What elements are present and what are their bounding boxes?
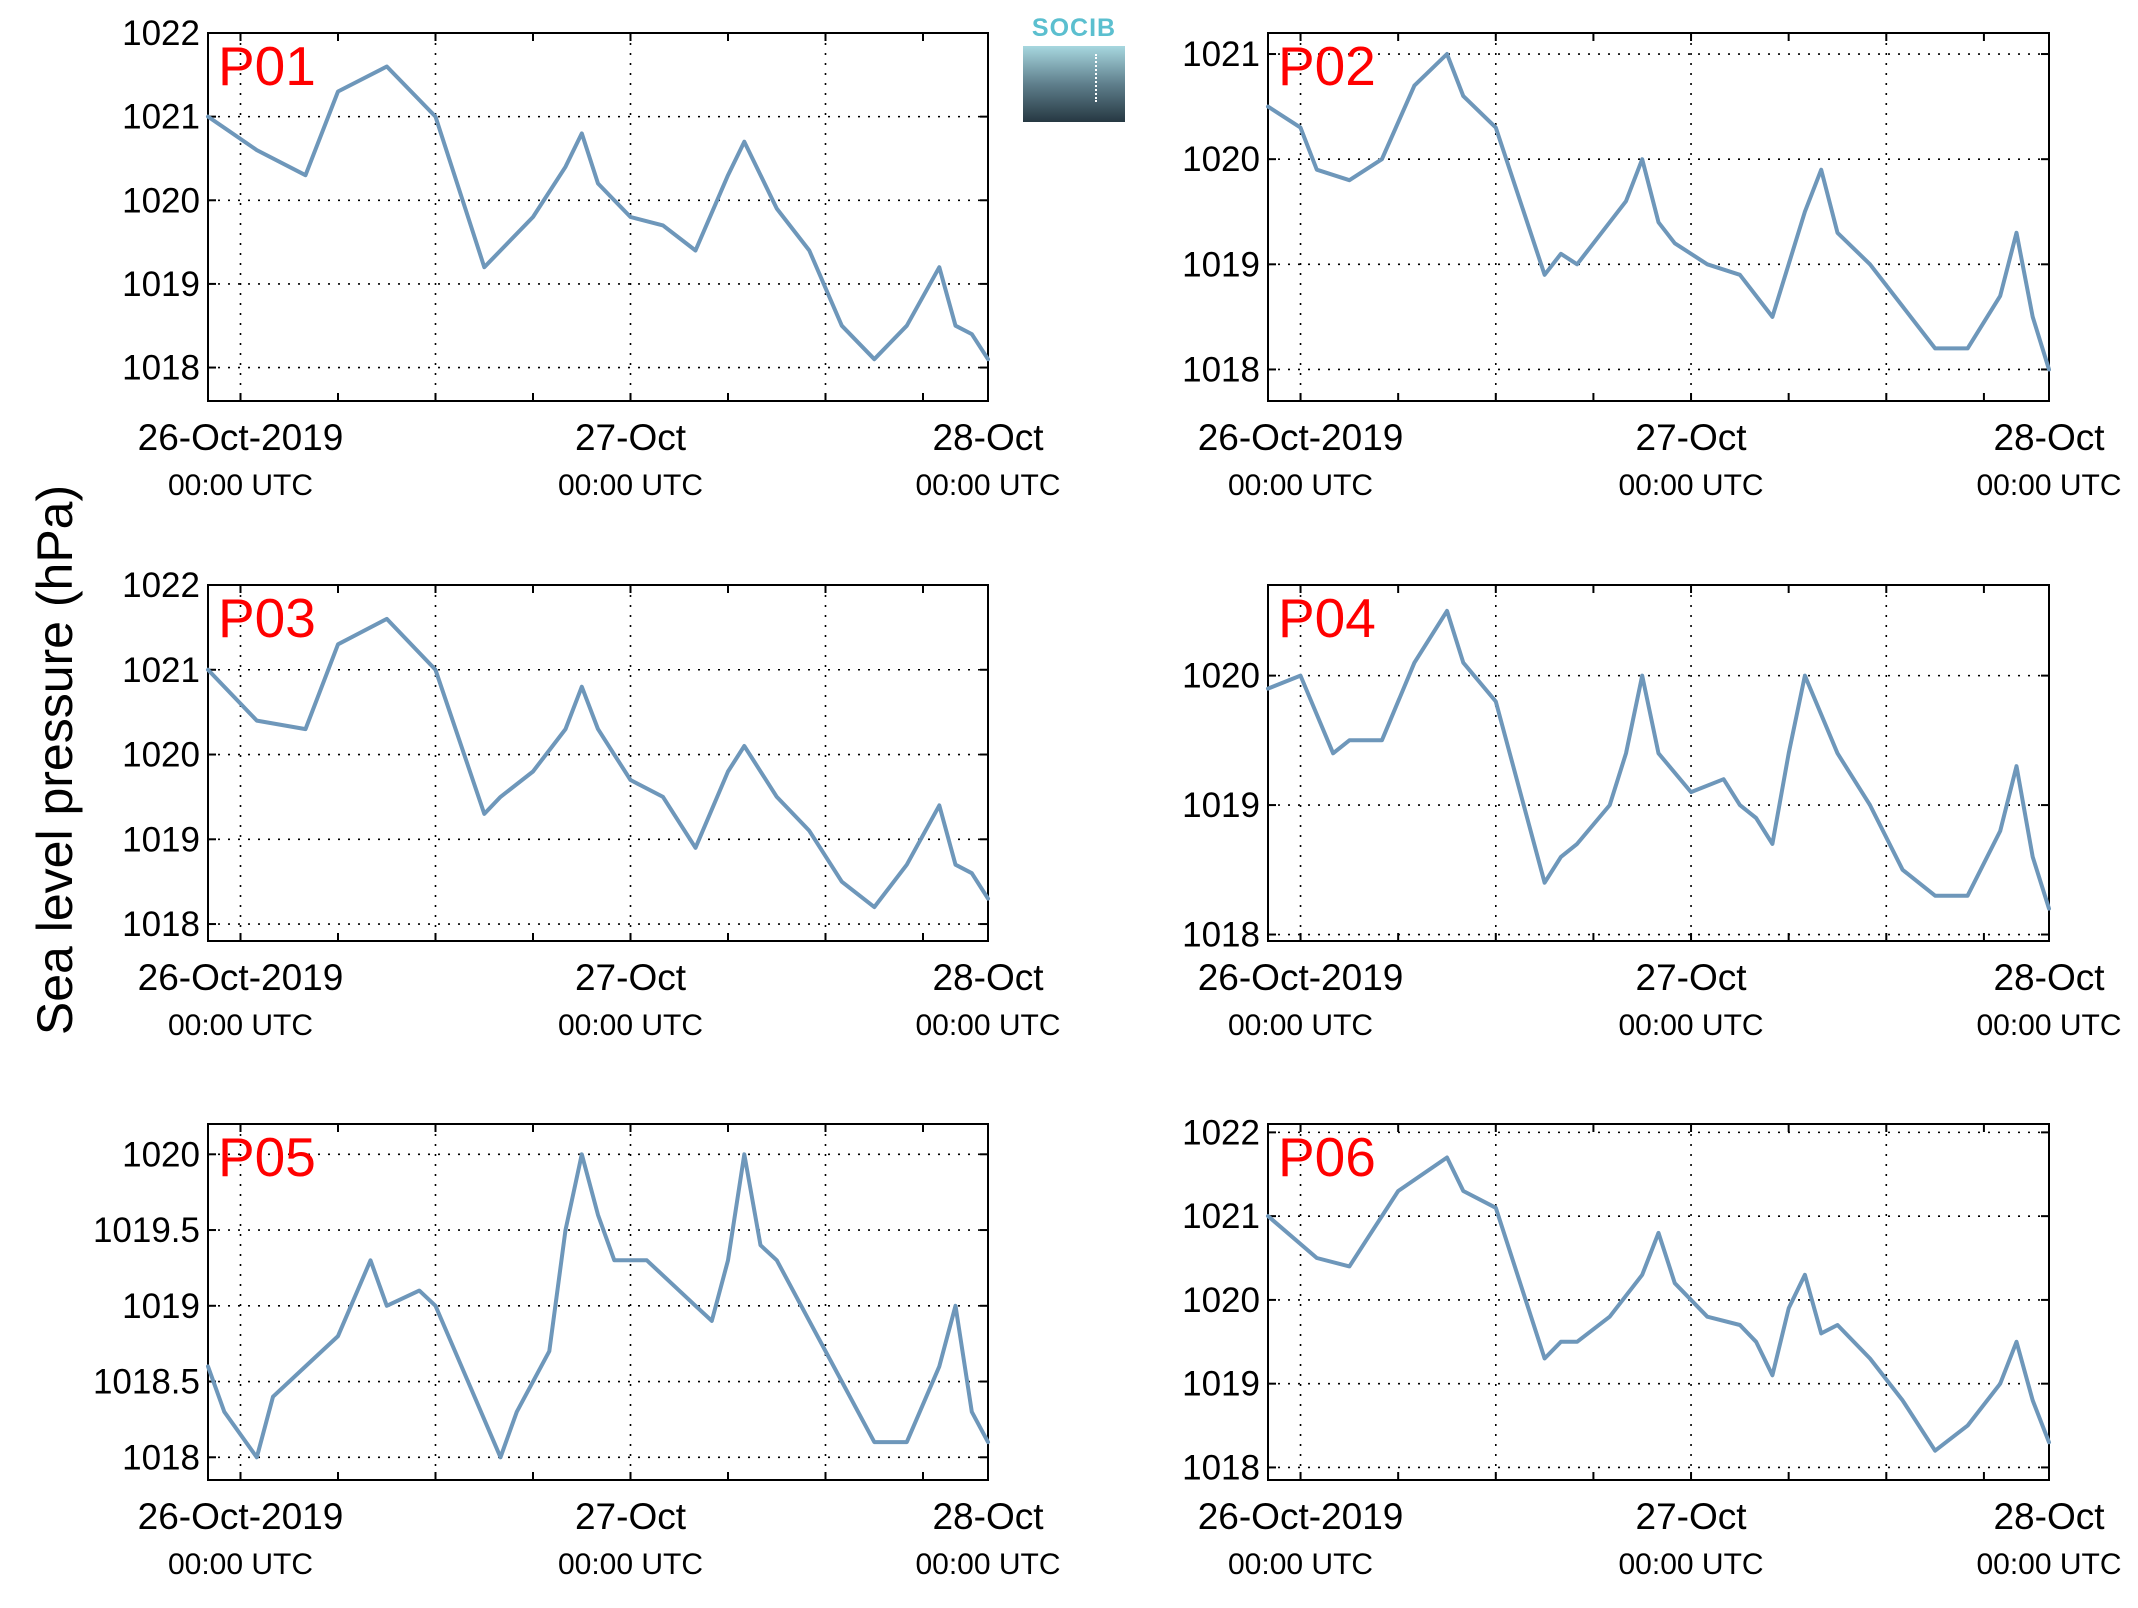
y-tick-label: 1020: [122, 736, 200, 775]
x-tick-sublabel: 00:00 UTC: [915, 1548, 1060, 1581]
x-tick-sublabel: 00:00 UTC: [915, 1009, 1060, 1042]
plot-frame: [1267, 32, 2050, 402]
y-tick-label: 1020: [122, 181, 200, 220]
x-tick-sublabel: 00:00 UTC: [1976, 1009, 2121, 1042]
plot-frame: [207, 1123, 989, 1481]
y-tick-label: 1020: [1182, 140, 1260, 179]
y-axis-label: Sea level pressure (hPa): [27, 484, 83, 1036]
x-tick-label: 28-Oct: [1993, 417, 2105, 458]
x-tick-sublabel: 00:00 UTC: [558, 1548, 703, 1581]
panel-label: P02: [1278, 35, 1376, 97]
logo-mast: [1095, 54, 1097, 102]
panel-label: P03: [218, 587, 316, 649]
y-tick-label: 1021: [122, 98, 200, 137]
y-tick-label: 1020: [1182, 1281, 1260, 1320]
x-tick-label: 27-Oct: [1636, 957, 1748, 998]
y-tick-label: 1019: [122, 265, 200, 304]
y-tick-label: 1022: [122, 14, 200, 53]
y-axis-label-container: Sea level pressure (hPa): [0, 0, 83, 1608]
chart-panel-p05: 1018 1018.5 1019 1019.5 1020 26-Oct-2019 00:00…: [93, 1123, 1061, 1581]
x-tick-sublabel: 00:00 UTC: [558, 1009, 703, 1042]
y-tick-label: 1019.5: [93, 1211, 200, 1250]
plot-frame: [1267, 584, 2050, 942]
series-line: [206, 616, 990, 910]
y-tick-label: 1019: [1182, 245, 1260, 284]
x-tick-label: 26-Oct-2019: [138, 417, 344, 458]
x-tick-sublabel: 00:00 UTC: [915, 469, 1060, 502]
x-tick-label: 26-Oct-2019: [1198, 957, 1404, 998]
x-tick-sublabel: 00:00 UTC: [1228, 1548, 1373, 1581]
x-tick-sublabel: 00:00 UTC: [1619, 1009, 1764, 1042]
y-tick-label: 1022: [122, 566, 200, 605]
panel-label: P04: [1278, 587, 1376, 649]
panel-label: P06: [1278, 1126, 1376, 1188]
plot-frame: [207, 32, 989, 402]
y-tick-label: 1021: [1182, 35, 1260, 74]
x-tick-label: 28-Oct: [932, 957, 1044, 998]
y-tick-label: 1018: [122, 905, 200, 944]
x-tick-label: 28-Oct: [932, 1496, 1044, 1537]
y-tick-label: 1019: [1182, 1365, 1260, 1404]
x-tick-sublabel: 00:00 UTC: [1976, 469, 2121, 502]
y-tick-label: 1019: [122, 820, 200, 859]
y-tick-label: 1018: [122, 1438, 200, 1477]
y-tick-label: 1018: [1182, 350, 1260, 389]
socib-logo: SOCIB: [1023, 14, 1125, 122]
x-tick-label: 27-Oct: [575, 957, 687, 998]
y-tick-label: 1021: [1182, 1197, 1260, 1236]
x-tick-label: 28-Oct: [932, 417, 1044, 458]
logo-image: [1023, 46, 1125, 122]
plot-frame: [1267, 1123, 2050, 1481]
chart-panel-p01: 1018 1019 1020 1021 1022 26-Oct-2019 00:00 UTC…: [122, 14, 1060, 502]
panel-label: P05: [218, 1126, 316, 1188]
x-tick-sublabel: 00:00 UTC: [168, 469, 313, 502]
series-line: [1266, 52, 2051, 372]
x-tick-sublabel: 00:00 UTC: [1619, 469, 1764, 502]
y-tick-label: 1018: [1182, 1448, 1260, 1487]
y-tick-label: 1018.5: [93, 1363, 200, 1402]
x-tick-sublabel: 00:00 UTC: [1228, 1009, 1373, 1042]
chart-panel-p06: 1018 1019 1020 1021 1022 26-Oct-2019 00:00 UTC…: [1182, 1113, 2121, 1581]
x-tick-label: 27-Oct: [575, 1496, 687, 1537]
y-tick-label: 1019: [1182, 786, 1260, 825]
x-tick-label: 27-Oct: [1636, 1496, 1748, 1537]
logo-text: SOCIB: [1031, 14, 1117, 42]
y-tick-label: 1018: [1182, 916, 1260, 955]
y-tick-label: 1021: [122, 651, 200, 690]
x-tick-label: 26-Oct-2019: [1198, 1496, 1404, 1537]
x-tick-sublabel: 00:00 UTC: [168, 1009, 313, 1042]
chart-panel-p02: 1018 1019 1020 1021 26-Oct-2019 00:00 UTC 27-O…: [1182, 32, 2122, 502]
x-tick-label: 27-Oct: [1636, 417, 1748, 458]
series-line: [206, 64, 990, 362]
y-tick-label: 1019: [122, 1287, 200, 1326]
x-tick-label: 26-Oct-2019: [138, 1496, 344, 1537]
x-tick-sublabel: 00:00 UTC: [1619, 1548, 1764, 1581]
y-tick-label: 1018: [122, 349, 200, 388]
series-line: [1266, 1155, 2051, 1453]
x-tick-sublabel: 00:00 UTC: [558, 469, 703, 502]
x-tick-label: 26-Oct-2019: [1198, 417, 1404, 458]
chart-panel-p04: 1018 1019 1020 26-Oct-2019 00:00 UTC 27-Oct 00…: [1182, 584, 2122, 1042]
x-tick-label: 28-Oct: [1993, 957, 2105, 998]
x-tick-sublabel: 00:00 UTC: [1228, 469, 1373, 502]
series-line: [1266, 608, 2051, 911]
series-line: [206, 1152, 990, 1460]
x-tick-label: 26-Oct-2019: [138, 957, 344, 998]
x-tick-sublabel: 00:00 UTC: [168, 1548, 313, 1581]
x-tick-label: 27-Oct: [575, 417, 687, 458]
y-tick-label: 1022: [1182, 1113, 1260, 1152]
y-tick-label: 1020: [1182, 657, 1260, 696]
x-tick-sublabel: 00:00 UTC: [1976, 1548, 2121, 1581]
chart-panel-p03: 1018 1019 1020 1021 1022 26-Oct-2019 00:00 UTC…: [122, 566, 1060, 1042]
plot-frame: [207, 584, 989, 942]
y-tick-label: 1020: [122, 1135, 200, 1174]
x-tick-label: 28-Oct: [1993, 1496, 2105, 1537]
panel-label: P01: [218, 35, 316, 97]
